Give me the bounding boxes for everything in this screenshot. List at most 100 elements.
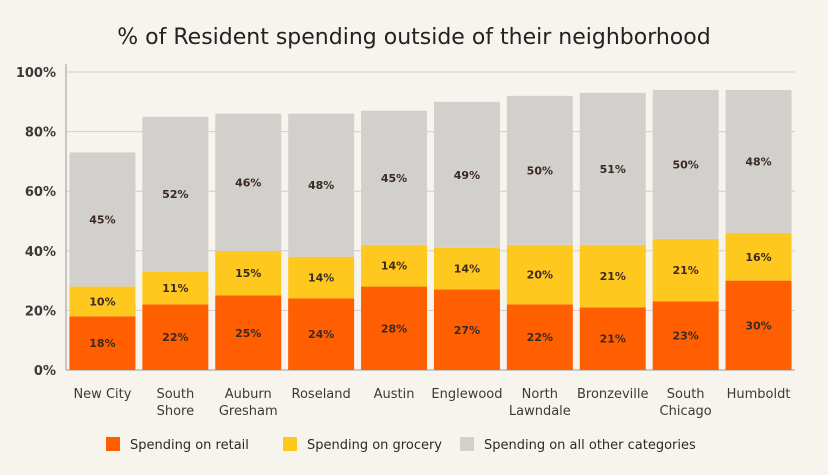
x-axis-ticks: New City South Shore Auburn Gresham Roseland A… xyxy=(73,387,790,419)
data-label: 24% xyxy=(308,328,334,341)
data-label: 48% xyxy=(745,155,771,168)
bar-segment xyxy=(142,271,209,305)
data-label: 18% xyxy=(89,337,115,350)
bar-segment xyxy=(506,95,573,245)
bar-segment xyxy=(69,316,136,370)
data-label: 27% xyxy=(454,324,480,337)
data-label: 48% xyxy=(308,179,334,192)
data-label: 23% xyxy=(672,330,698,343)
bar-segment xyxy=(288,256,355,299)
data-label: 25% xyxy=(235,327,261,340)
data-label: 10% xyxy=(89,295,115,308)
data-label: 21% xyxy=(600,333,626,346)
data-label: 45% xyxy=(89,214,115,227)
data-label: 22% xyxy=(527,331,553,344)
data-label: 20% xyxy=(527,269,553,282)
data-label: 14% xyxy=(454,263,480,276)
bar-segment xyxy=(579,244,646,308)
x-tick-label: North xyxy=(522,387,558,402)
legend-label: Spending on retail xyxy=(130,438,249,453)
x-tick-label: Roseland xyxy=(292,387,351,402)
bar-segment xyxy=(433,101,500,248)
x-tick-label: Shore xyxy=(157,404,195,419)
data-label: 50% xyxy=(672,158,698,171)
x-tick-label: Gresham xyxy=(219,404,278,419)
x-tick-label: Chicago xyxy=(660,404,712,419)
data-label: 51% xyxy=(600,163,626,176)
y-tick-label: 0% xyxy=(34,364,56,379)
bars: 18% 10% 45% 22% 11% 52% 25% 15% 46% 24% 14% 48% 28% 1… xyxy=(69,89,792,370)
data-label: 14% xyxy=(308,272,334,285)
legend-swatch xyxy=(460,437,474,451)
legend-label: Spending on all other categories xyxy=(484,438,696,453)
bar-stack: 22% 20% 50% xyxy=(506,95,573,370)
bar-stack: 21% 21% 51% xyxy=(579,92,646,370)
y-tick-label: 40% xyxy=(25,245,56,260)
bar-segment xyxy=(69,152,136,287)
bar-segment xyxy=(433,247,500,290)
legend: Spending on retail Spending on grocery Spe… xyxy=(106,437,696,453)
bar-stack: 18% 10% 45% xyxy=(69,152,136,370)
bar-segment xyxy=(361,286,428,370)
data-label: 50% xyxy=(527,164,553,177)
x-tick-label: Lawndale xyxy=(509,404,571,419)
bar-segment xyxy=(142,116,209,272)
bar-segment xyxy=(142,304,209,370)
legend-swatch xyxy=(283,437,297,451)
y-tick-label: 80% xyxy=(25,126,56,141)
x-tick-label: South xyxy=(667,387,705,402)
bar-segment xyxy=(288,298,355,370)
bar-segment xyxy=(725,280,792,370)
y-tick-label: 100% xyxy=(16,66,56,81)
bar-segment xyxy=(361,110,428,245)
data-label: 15% xyxy=(235,267,261,280)
bar-segment xyxy=(506,304,573,370)
data-label: 21% xyxy=(672,264,698,277)
x-tick-label: Bronzeville xyxy=(577,387,649,402)
bar-segment xyxy=(725,89,792,233)
data-label: 46% xyxy=(235,176,261,189)
data-label: 16% xyxy=(745,251,771,264)
x-tick-label: Auburn xyxy=(225,387,272,402)
x-tick-label: Austin xyxy=(374,387,415,402)
legend-swatch xyxy=(106,437,120,451)
data-label: 49% xyxy=(454,169,480,182)
bar-segment xyxy=(215,250,282,296)
bar-segment xyxy=(215,295,282,370)
y-tick-label: 60% xyxy=(25,185,56,200)
x-tick-label: New City xyxy=(73,387,131,402)
bar-segment xyxy=(725,232,792,281)
bar-segment xyxy=(361,244,428,287)
bar-stack: 23% 21% 50% xyxy=(652,89,719,370)
y-axis-ticks: 0% 20% 40% 60% 80% 100% xyxy=(16,66,56,379)
data-label: 45% xyxy=(381,172,407,185)
bar-stack: 28% 14% 45% xyxy=(361,110,428,370)
bar-segment xyxy=(433,289,500,370)
y-tick-label: 20% xyxy=(25,304,56,319)
bar-segment xyxy=(579,92,646,245)
data-label: 11% xyxy=(162,282,188,295)
chart-title: % of Resident spending outside of their … xyxy=(117,25,710,50)
data-label: 28% xyxy=(381,322,407,335)
bar-segment xyxy=(506,244,573,305)
x-tick-label: Englewood xyxy=(431,387,502,402)
bar-segment xyxy=(652,238,719,302)
bar-stack: 22% 11% 52% xyxy=(142,116,209,370)
bar-stack: 30% 16% 48% xyxy=(725,89,792,370)
legend-label: Spending on grocery xyxy=(307,438,442,453)
bar-stack: 25% 15% 46% xyxy=(215,113,282,370)
data-label: 22% xyxy=(162,331,188,344)
bar-segment xyxy=(69,286,136,317)
bar-segment xyxy=(288,113,355,257)
x-tick-label: Humboldt xyxy=(727,387,791,402)
x-tick-label: South xyxy=(156,387,194,402)
data-label: 21% xyxy=(600,270,626,283)
data-label: 52% xyxy=(162,188,188,201)
bar-segment xyxy=(579,307,646,370)
bar-stack: 24% 14% 48% xyxy=(288,113,355,370)
bar-segment xyxy=(215,113,282,251)
bar-stack: 27% 14% 49% xyxy=(433,101,500,370)
data-label: 14% xyxy=(381,260,407,273)
bar-segment xyxy=(652,89,719,239)
